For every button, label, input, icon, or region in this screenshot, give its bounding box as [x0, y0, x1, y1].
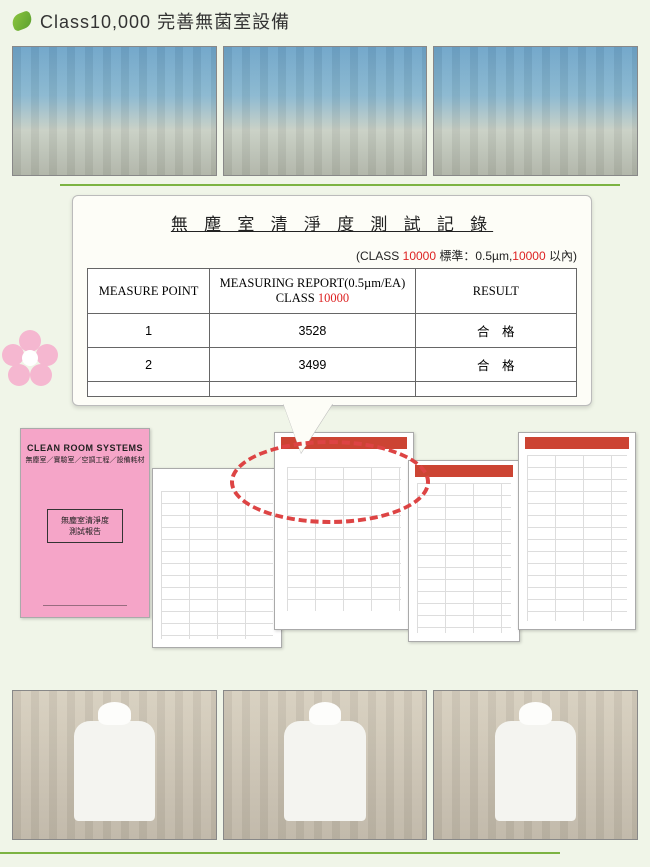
cell-empty [415, 382, 576, 397]
table-row: 1 3528 合 格 [88, 314, 577, 348]
cell-empty [88, 382, 210, 397]
cell-empty [210, 382, 415, 397]
cell-value: 3528 [210, 314, 415, 348]
th-report: MEASURING REPORT(0.5µm/EA) CLASS 10000 [210, 269, 415, 314]
bottom-photo-row [0, 686, 650, 844]
sub-limit: 10000 [512, 249, 545, 263]
leaf-icon [10, 10, 34, 32]
divider [0, 852, 560, 854]
th-measure-point: MEASURE POINT [88, 269, 210, 314]
pink-subtitle: 無塵室／實驗室／空調工程／設備耗材 [21, 455, 149, 465]
worker-photo-2 [223, 690, 428, 840]
measurement-callout: 無 塵 室 清 淨 度 測 試 記 錄 (CLASS 10000 標準：0.5µ… [72, 195, 592, 406]
page-header: Class10,000 完善無菌室設備 [0, 0, 650, 42]
top-photo-row [0, 42, 650, 180]
pink-title: CLEAN ROOM SYSTEMS [21, 443, 149, 453]
callout-title: 無 塵 室 清 淨 度 測 試 記 錄 [87, 210, 577, 235]
dashed-highlight-icon [230, 440, 430, 524]
pink-box-l2: 測試報告 [50, 526, 120, 537]
measurement-table: MEASURE POINT MEASURING REPORT(0.5µm/EA)… [87, 268, 577, 397]
cleanroom-photo-2 [223, 46, 428, 176]
pink-box-l1: 無塵室清淨度 [50, 515, 120, 526]
pink-report-cover: CLEAN ROOM SYSTEMS 無塵室／實驗室／空調工程／設備耗材 無塵室… [20, 428, 150, 618]
table-header-row: MEASURE POINT MEASURING REPORT(0.5µm/EA)… [88, 269, 577, 314]
sub-prefix: (CLASS [356, 249, 403, 263]
cleanroom-photo-1 [12, 46, 217, 176]
sub-class: 10000 [403, 249, 436, 263]
cell-point: 2 [88, 348, 210, 382]
cell-result: 合 格 [415, 348, 576, 382]
cleanroom-photo-3 [433, 46, 638, 176]
table-row [88, 382, 577, 397]
cell-point: 1 [88, 314, 210, 348]
th-report-l1: MEASURING REPORT(0.5µm/EA) [220, 276, 406, 290]
page-title: Class10,000 完善無菌室設備 [40, 8, 290, 34]
worker-photo-3 [433, 690, 638, 840]
th-report-l2-val: 10000 [318, 291, 349, 305]
cell-value: 3499 [210, 348, 415, 382]
flower-icon [2, 330, 58, 386]
pink-box: 無塵室清淨度 測試報告 [47, 509, 123, 543]
th-report-l2-pre: CLASS [276, 291, 318, 305]
report-doc-5 [518, 432, 636, 630]
cell-result: 合 格 [415, 314, 576, 348]
sub-suffix: 以內) [546, 249, 577, 263]
table-row: 2 3499 合 格 [88, 348, 577, 382]
callout-subtitle: (CLASS 10000 標準：0.5µm,10000 以內) [87, 247, 577, 264]
worker-photo-1 [12, 690, 217, 840]
th-result: RESULT [415, 269, 576, 314]
pink-footer: —————————————— [21, 603, 149, 609]
divider [60, 184, 620, 186]
sub-mid: 標準：0.5µm, [436, 249, 512, 263]
